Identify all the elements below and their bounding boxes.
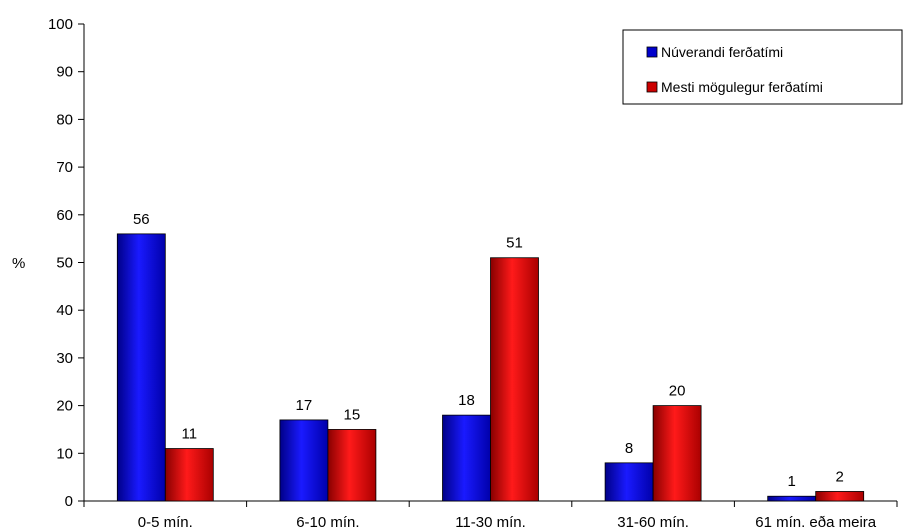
bar-series-1 bbox=[815, 491, 865, 502]
x-category-label: 31-60 mín. bbox=[617, 514, 689, 531]
x-category-label: 6-10 mín. bbox=[296, 514, 359, 531]
bar-series-0 bbox=[767, 495, 817, 502]
bar-value-label: 51 bbox=[506, 235, 523, 252]
bar-series-0 bbox=[442, 414, 491, 502]
y-tick-label: 0 bbox=[65, 493, 73, 510]
y-tick-label: 40 bbox=[56, 302, 73, 319]
x-category-label: 0-5 mín. bbox=[138, 514, 193, 531]
legend-label-1: Mesti mögulegur ferðatími bbox=[661, 79, 823, 95]
bar-value-label: 11 bbox=[182, 426, 198, 443]
bar-series-0 bbox=[279, 419, 329, 502]
legend-swatch-0 bbox=[646, 46, 658, 58]
bar-value-label: 1 bbox=[788, 473, 796, 490]
bar-series-1 bbox=[490, 257, 539, 502]
y-tick-label: 80 bbox=[56, 111, 73, 128]
bar-value-label: 17 bbox=[296, 397, 313, 414]
bar-value-label: 2 bbox=[836, 468, 844, 485]
y-axis-label: % bbox=[12, 255, 25, 272]
bars bbox=[116, 233, 865, 502]
legend-label-0: Núverandi ferðatími bbox=[661, 44, 783, 60]
bar-value-label: 20 bbox=[669, 383, 686, 400]
y-tick-label: 70 bbox=[56, 159, 73, 176]
y-axis: 0 10 20 30 40 50 60 70 80 90 100 bbox=[48, 16, 85, 510]
x-category-label: 61 mín. eða meira bbox=[755, 514, 877, 531]
bar-value-label: 8 bbox=[625, 440, 633, 457]
bar-series-0 bbox=[604, 462, 654, 502]
bar-value-label: 18 bbox=[458, 392, 475, 409]
bar-value-label: 56 bbox=[133, 211, 150, 228]
bar-series-1 bbox=[164, 448, 214, 502]
legend-swatch-1 bbox=[646, 81, 658, 93]
y-tick-label: 90 bbox=[56, 64, 73, 81]
y-tick-label: 60 bbox=[56, 207, 73, 224]
bar-series-1 bbox=[652, 405, 702, 502]
y-tick-label: 10 bbox=[56, 445, 73, 462]
x-axis: 0-5 mín. 6-10 mín. 11-30 mín. 31-60 mín. 61 … bbox=[83, 500, 898, 531]
legend: Núverandi ferðatími Mesti mögulegur ferð… bbox=[622, 29, 903, 105]
bar-value-label: 15 bbox=[344, 406, 361, 423]
x-category-label: 11-30 mín. bbox=[455, 514, 526, 531]
y-tick-label: 20 bbox=[56, 398, 73, 415]
y-tick-label: 50 bbox=[56, 255, 73, 272]
y-tick-label: 100 bbox=[48, 16, 73, 33]
bar-series-0 bbox=[116, 233, 166, 502]
bar-series-1 bbox=[327, 429, 377, 502]
legend-frame bbox=[622, 29, 903, 105]
y-tick-label: 30 bbox=[56, 350, 73, 367]
